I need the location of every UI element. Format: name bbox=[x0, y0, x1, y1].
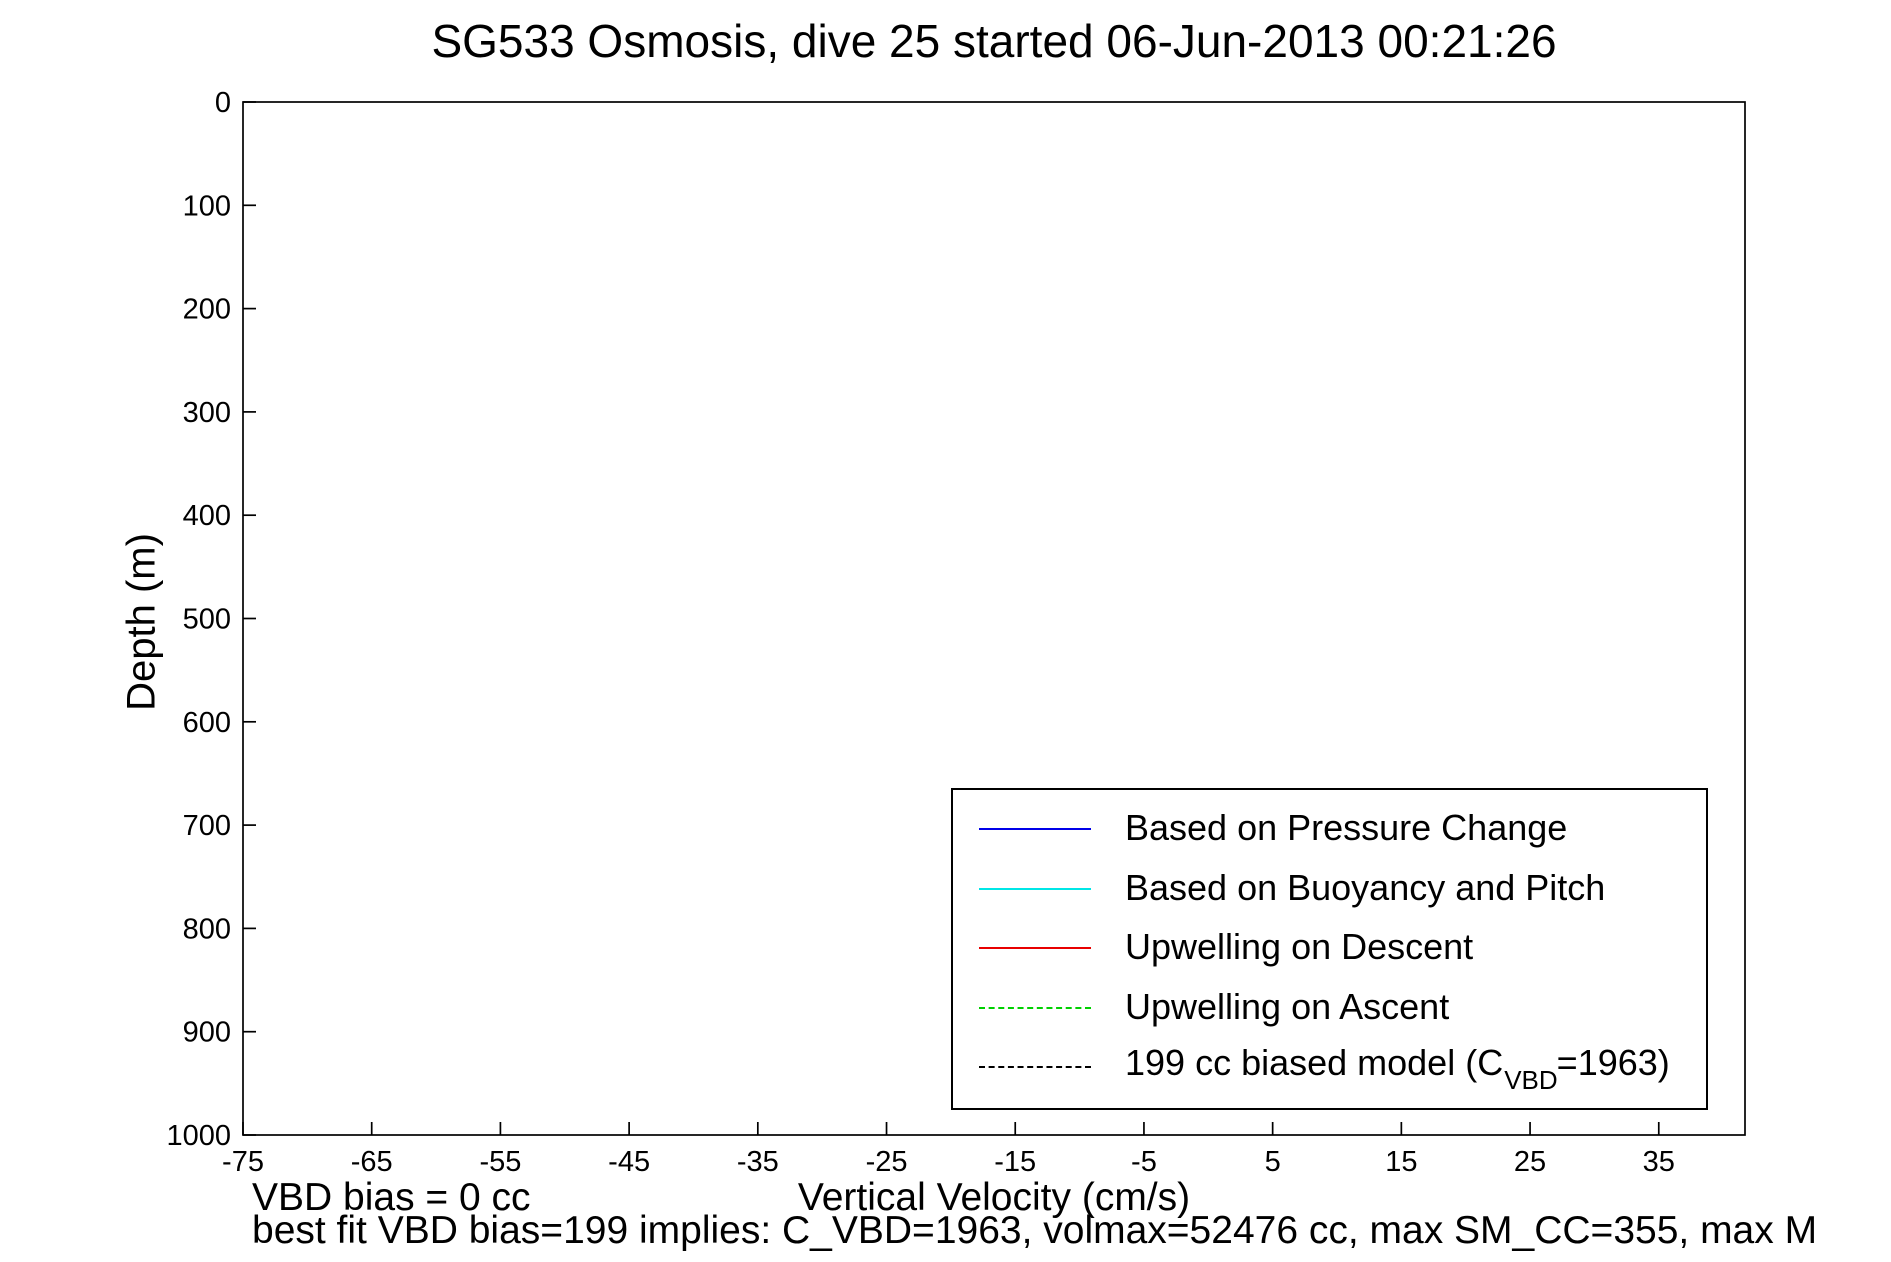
y-tick-label: 500 bbox=[183, 604, 231, 636]
x-tick-label: -45 bbox=[608, 1146, 650, 1178]
x-tick-label: 5 bbox=[1265, 1146, 1281, 1178]
y-tick-label: 600 bbox=[183, 707, 231, 739]
x-tick-label: -5 bbox=[1131, 1146, 1157, 1178]
x-tick-label: -65 bbox=[351, 1146, 393, 1178]
y-tick-label: 700 bbox=[183, 810, 231, 842]
y-tick-label: 800 bbox=[183, 913, 231, 945]
x-tick-label: 25 bbox=[1514, 1146, 1546, 1178]
legend-label: Upwelling on Ascent bbox=[1125, 985, 1450, 1027]
x-tick-label: -75 bbox=[222, 1146, 264, 1178]
legend-label: Based on Buoyancy and Pitch bbox=[1125, 866, 1606, 908]
y-tick-label: 400 bbox=[183, 500, 231, 532]
x-tick-label: -35 bbox=[737, 1146, 779, 1178]
legend-label-subscript: VBD bbox=[1504, 1065, 1558, 1096]
legend-box: Based on Pressure Change Based on Buoyanc… bbox=[951, 788, 1708, 1110]
legend-line-sample bbox=[979, 828, 1091, 830]
legend-label: Based on Pressure Change bbox=[1125, 807, 1568, 848]
y-tick-label: 300 bbox=[183, 397, 231, 429]
legend-item-1: Based on Buoyancy and Pitch bbox=[953, 866, 1706, 908]
y-tick-label: 900 bbox=[183, 1017, 231, 1049]
legend-label: Upwelling on Descent bbox=[1125, 926, 1474, 967]
legend-line-sample bbox=[979, 887, 1091, 890]
legend-line-sample bbox=[979, 1066, 1091, 1068]
vbd-bias-annotation: VBD bias = 0 cc bbox=[252, 1176, 531, 1219]
legend-item-0: Based on Pressure Change bbox=[953, 807, 1706, 848]
y-tick-label: 200 bbox=[183, 294, 231, 326]
legend-item-4: 199 cc biased model (CVBD=1963) bbox=[953, 1042, 1706, 1095]
x-tick-label: 15 bbox=[1385, 1146, 1417, 1178]
best-fit-vbd-annotation: best fit VBD bias=199 implies: C_VBD=196… bbox=[252, 1209, 1818, 1252]
y-tick-label: 100 bbox=[183, 190, 231, 222]
x-tick-label: -25 bbox=[866, 1146, 908, 1178]
legend-label: 199 cc biased model (CVBD=1963) bbox=[1125, 1041, 1670, 1096]
y-axis-label: Depth (m) bbox=[119, 533, 164, 711]
x-tick-label: -15 bbox=[994, 1146, 1036, 1178]
legend-item-2: Upwelling on Descent bbox=[953, 926, 1706, 967]
x-tick-label: 35 bbox=[1643, 1146, 1675, 1178]
x-tick-label: -55 bbox=[479, 1146, 521, 1178]
legend-item-3: Upwelling on Ascent bbox=[953, 985, 1706, 1027]
y-tick-label: 1000 bbox=[166, 1120, 231, 1152]
y-tick-label: 0 bbox=[215, 87, 231, 119]
x-axis-label: Vertical Velocity (cm/s) bbox=[797, 1176, 1191, 1219]
legend-line-sample bbox=[979, 947, 1091, 949]
legend-line-sample bbox=[979, 1006, 1091, 1009]
plot-title: SG533 Osmosis, dive 25 started 06-Jun-20… bbox=[431, 15, 1557, 67]
